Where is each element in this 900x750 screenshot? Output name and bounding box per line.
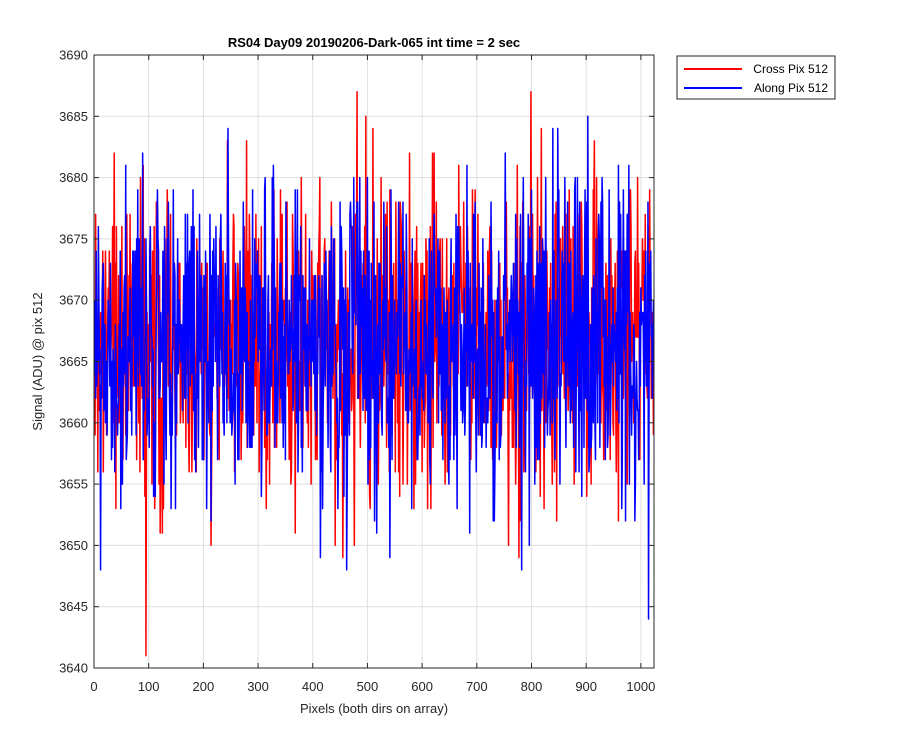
x-tick-label: 600: [411, 679, 433, 694]
y-tick-label: 3655: [59, 477, 88, 492]
y-tick-label: 3660: [59, 415, 88, 430]
y-tick-label: 3690: [59, 48, 88, 63]
y-tick-label: 3685: [59, 109, 88, 124]
chart-title: RS04 Day09 20190206-Dark-065 int time = …: [228, 35, 520, 50]
x-axis-label: Pixels (both dirs on array): [300, 701, 448, 716]
y-tick-label: 3640: [59, 661, 88, 676]
legend-label-along: Along Pix 512: [754, 81, 828, 95]
x-tick-label: 300: [247, 679, 269, 694]
x-tick-label: 1000: [626, 679, 655, 694]
y-tick-label: 3645: [59, 599, 88, 614]
axis-ticks: 0 100 200 300 400 500 600 700 800 900 1000 3640 3645…: [59, 48, 655, 695]
y-axis-label: Signal (ADU) @ pix 512: [30, 292, 45, 430]
y-tick-label: 3665: [59, 354, 88, 369]
y-tick-label: 3680: [59, 170, 88, 185]
legend[interactable]: Cross Pix 512 Along Pix 512: [676, 55, 836, 100]
x-tick-label: 800: [521, 679, 543, 694]
y-tick-label: 3675: [59, 231, 88, 246]
y-tick-label: 3650: [59, 538, 88, 553]
x-tick-label: 100: [138, 679, 160, 694]
x-tick-label: 500: [357, 679, 379, 694]
x-tick-label: 900: [575, 679, 597, 694]
legend-label-cross: Cross Pix 512: [753, 62, 828, 76]
x-tick-label: 200: [193, 679, 215, 694]
legend-box: [676, 55, 836, 100]
series-group: [94, 91, 654, 657]
x-tick-label: 700: [466, 679, 488, 694]
y-tick-label: 3670: [59, 293, 88, 308]
x-tick-label: 0: [90, 679, 97, 694]
series-along-pix-512: [94, 115, 654, 620]
x-tick-label: 400: [302, 679, 324, 694]
